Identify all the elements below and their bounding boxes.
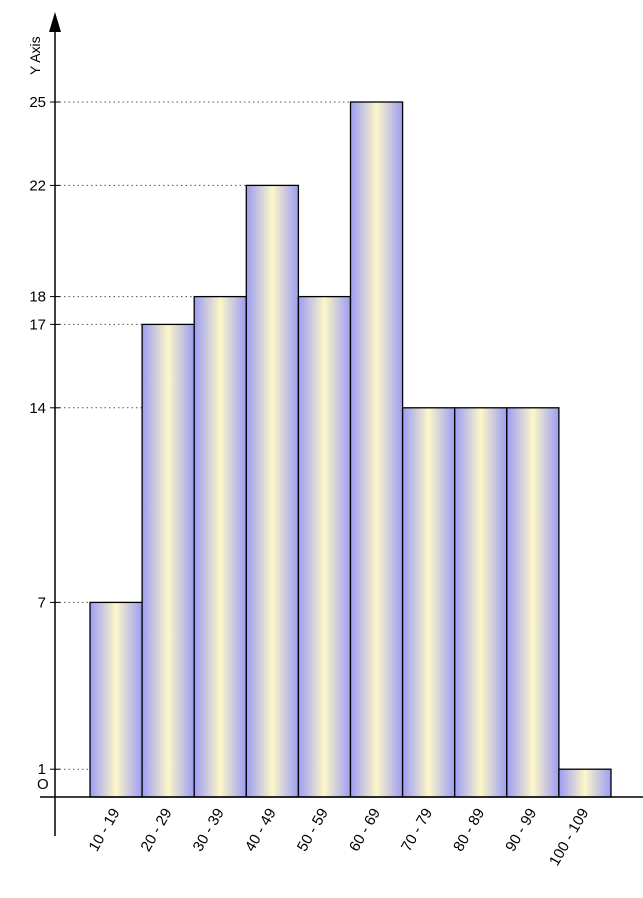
- x-category-label: 20 - 29: [138, 806, 176, 855]
- x-category-label: 100 - 109: [546, 806, 592, 869]
- origin-label: O: [37, 776, 49, 793]
- x-category-label: 80 - 89: [450, 806, 488, 855]
- y-tick-label: 18: [29, 289, 46, 306]
- x-category-label: 40 - 49: [242, 806, 280, 855]
- y-tick-label: 7: [38, 594, 46, 611]
- x-category-label: 60 - 69: [346, 806, 384, 855]
- y-tick-label: 14: [29, 400, 46, 417]
- y-tick-label: 1: [38, 761, 46, 778]
- y-tick-label: 22: [29, 177, 46, 194]
- x-category-label: 10 - 19: [85, 806, 123, 855]
- x-category-label: 30 - 39: [190, 806, 228, 855]
- bars-group: [89, 101, 612, 798]
- axes-group: Y Axis O: [27, 12, 643, 836]
- y-axis-title: Y Axis: [27, 36, 43, 75]
- y-tick-label: 25: [29, 94, 46, 111]
- bar-10: [558, 768, 612, 798]
- y-tick-label: 17: [29, 316, 46, 333]
- x-category-labels: 10 - 19 20 - 29 30 - 39 40 - 49 50 - 59 60 - …: [85, 806, 592, 869]
- bar-9: [506, 407, 560, 798]
- bar-7: [401, 407, 456, 798]
- bar-5: [297, 295, 352, 798]
- bar-4: [245, 184, 300, 798]
- bar-3: [193, 295, 247, 798]
- bar-6: [349, 101, 404, 798]
- bar-2: [141, 323, 195, 798]
- x-category-label: 90 - 99: [502, 806, 540, 855]
- x-category-label: 70 - 79: [398, 806, 436, 855]
- bar-8: [454, 407, 508, 798]
- x-category-label: 50 - 59: [294, 806, 332, 855]
- bar-1: [89, 601, 143, 798]
- y-axis-arrow: [49, 12, 61, 32]
